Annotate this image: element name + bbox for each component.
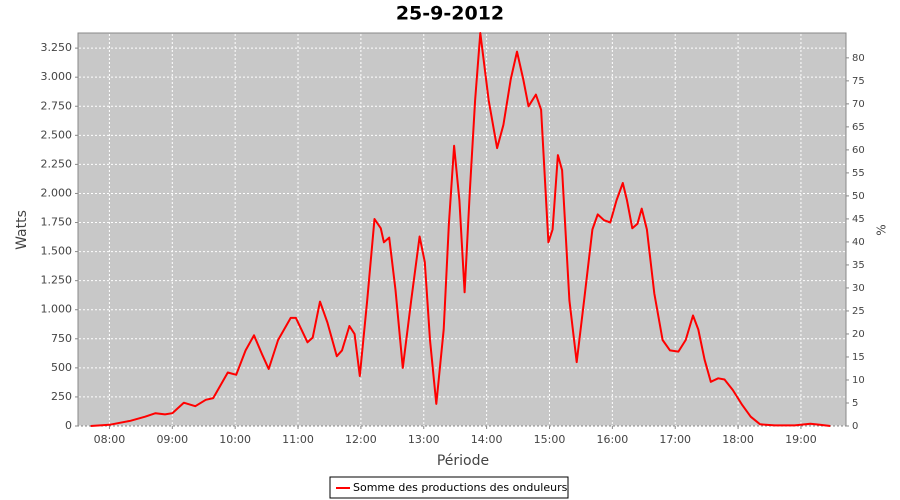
- y2-tick-label: 45: [852, 214, 865, 225]
- y-tick-label: 1.000: [41, 303, 73, 316]
- y-tick-label: 2.250: [41, 157, 73, 170]
- y-tick-label: 750: [51, 332, 72, 345]
- y2-tick-label: 5: [852, 398, 858, 409]
- x-tick-label: 18:00: [722, 433, 754, 446]
- y-tick-label: 1.250: [41, 274, 73, 287]
- x-tick-label: 17:00: [659, 433, 691, 446]
- y-axis-label: Watts: [14, 210, 30, 250]
- y2-tick-label: 20: [852, 329, 865, 340]
- y2-tick-label: 50: [852, 191, 865, 202]
- x-tick-label: 11:00: [282, 433, 314, 446]
- x-tick-label: 10:00: [219, 433, 251, 446]
- x-axis-label: Période: [437, 453, 489, 469]
- y2-tick-label: 30: [852, 283, 865, 294]
- x-tick-label: 09:00: [156, 433, 188, 446]
- legend-label: Somme des productions des onduleurs: [353, 481, 568, 494]
- y2-tick-label: 60: [852, 145, 865, 156]
- y2-tick-label: 10: [852, 375, 865, 386]
- y2-axis-label: %: [875, 224, 889, 235]
- y-tick-label: 3.250: [41, 41, 73, 54]
- y2-tick-label: 80: [852, 53, 865, 64]
- y2-tick-label: 40: [852, 237, 865, 248]
- y-tick-label: 2.000: [41, 186, 73, 199]
- y-tick-label: 0: [65, 419, 72, 432]
- chart-title: 25-9-2012: [396, 3, 504, 25]
- y-tick-label: 2.500: [41, 128, 73, 141]
- y2-tick-label: 0: [852, 421, 858, 432]
- x-tick-label: 08:00: [94, 433, 126, 446]
- y-tick-label: 1.750: [41, 216, 73, 229]
- y2-tick-label: 65: [852, 122, 865, 133]
- y2-tick-label: 35: [852, 260, 865, 271]
- y2-tick-label: 15: [852, 352, 865, 363]
- y-tick-label: 3.000: [41, 70, 73, 83]
- x-tick-label: 15:00: [534, 433, 566, 446]
- data-line: [90, 32, 831, 427]
- y-tick-label: 1.500: [41, 245, 73, 258]
- legend: [329, 476, 569, 499]
- y-tick-label: 500: [51, 361, 72, 374]
- y2-tick-label: 75: [852, 76, 865, 87]
- y-tick-label: 250: [51, 390, 72, 403]
- x-tick-label: 16:00: [597, 433, 629, 446]
- x-tick-label: 12:00: [345, 433, 377, 446]
- x-tick-label: 14:00: [471, 433, 503, 446]
- y2-tick-label: 70: [852, 99, 865, 110]
- y-tick-label: 2.750: [41, 99, 73, 112]
- y2-tick-label: 55: [852, 168, 865, 179]
- y2-tick-label: 25: [852, 306, 865, 317]
- x-tick-label: 13:00: [408, 433, 440, 446]
- x-tick-label: 19:00: [785, 433, 817, 446]
